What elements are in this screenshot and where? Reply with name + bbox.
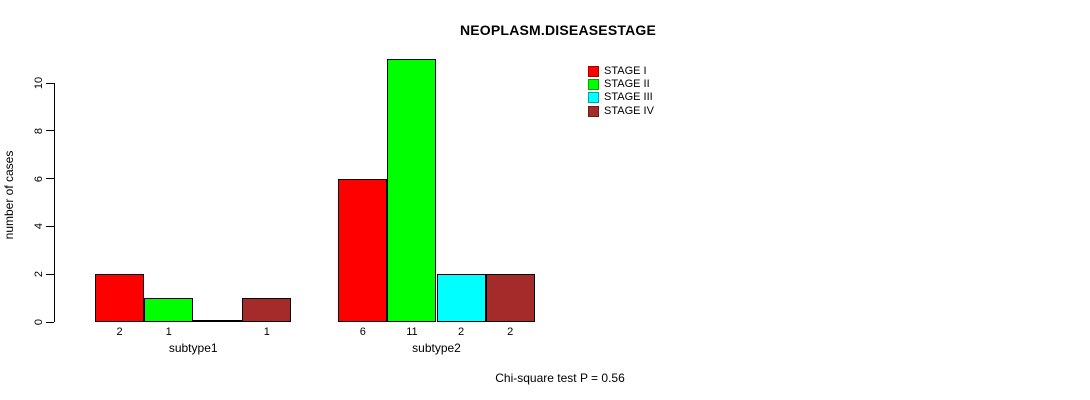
bar-stage-ii-subtype2 xyxy=(387,59,437,322)
category-label-subtype1: subtype1 xyxy=(168,341,218,355)
y-axis-tick-label: 0 xyxy=(32,318,45,326)
bar-stage-iv-subtype2 xyxy=(485,274,535,322)
y-axis-tick xyxy=(46,225,54,227)
bar-value-label: 2 xyxy=(507,326,514,338)
legend-item-stage-i: STAGE I xyxy=(588,66,647,77)
legend-item-label: STAGE II xyxy=(604,78,650,91)
bar-stage-iii-subtype2 xyxy=(436,274,486,322)
bar-value-label: 2 xyxy=(457,326,465,338)
y-axis-tick-label: 2 xyxy=(32,271,45,278)
y-axis-tick xyxy=(46,178,54,180)
legend-item-label: STAGE III xyxy=(604,91,653,104)
legend-color-swatch xyxy=(588,66,599,77)
legend-item-stage-iv: STAGE IV xyxy=(588,104,654,117)
legend-color-swatch xyxy=(588,79,599,91)
legend-item-stage-ii: STAGE II xyxy=(588,78,650,91)
legend-item-label: STAGE I xyxy=(604,65,647,77)
chart-title: NEOPLASM.DISEASESTAGE xyxy=(459,22,657,38)
y-axis-tick xyxy=(46,321,54,323)
legend-color-swatch xyxy=(588,92,599,104)
bar-value-label: 1 xyxy=(263,326,270,338)
bar-stage-iii-subtype1 xyxy=(193,320,243,322)
y-axis-tick xyxy=(46,82,54,84)
category-label-subtype2: subtype2 xyxy=(412,341,461,355)
y-axis-tick xyxy=(46,130,54,132)
legend-color-swatch xyxy=(588,105,599,117)
bar-value-label: 6 xyxy=(359,326,366,338)
bar-stage-i-subtype1 xyxy=(95,274,145,322)
y-axis-label: number of cases xyxy=(2,150,16,240)
bar-stage-iv-subtype1 xyxy=(242,298,292,322)
bar-stage-i-subtype2 xyxy=(338,178,388,322)
bar-value-label: 2 xyxy=(116,326,123,338)
legend-item-stage-iii: STAGE III xyxy=(588,91,653,104)
y-axis-line xyxy=(54,83,55,322)
y-axis-tick-label: 4 xyxy=(32,223,45,230)
y-axis-tick xyxy=(46,273,54,275)
y-axis-tick-label: 8 xyxy=(32,127,45,135)
y-axis-tick-label: 10 xyxy=(32,77,45,90)
chi-square-note: Chi-square test P = 0.56 xyxy=(495,371,625,385)
y-axis-tick-label: 6 xyxy=(32,175,45,182)
legend-item-label: STAGE IV xyxy=(604,104,654,117)
bar-value-label: 11 xyxy=(406,326,418,338)
bar-value-label: 1 xyxy=(165,326,172,338)
bar-stage-ii-subtype1 xyxy=(144,298,194,322)
